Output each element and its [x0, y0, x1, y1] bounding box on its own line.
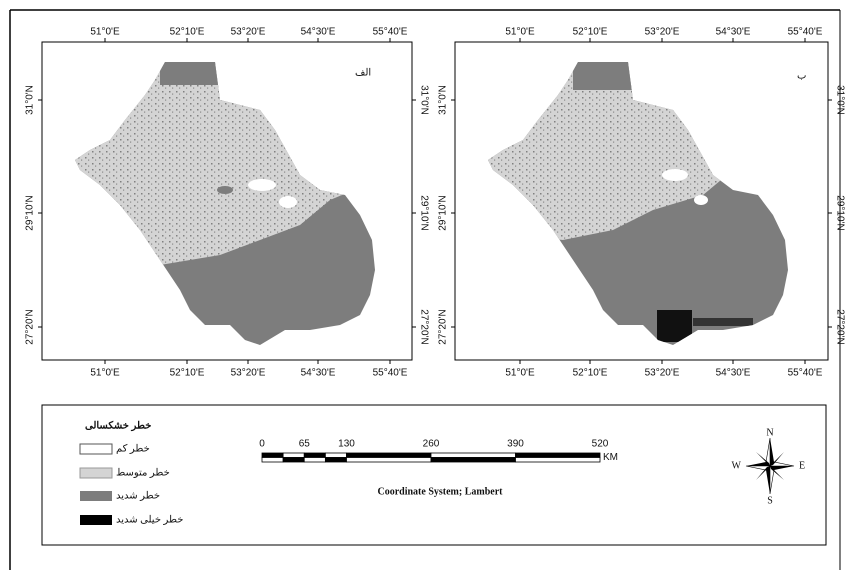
compass-w: W [732, 460, 742, 471]
lon-label: 52°10'E [170, 27, 205, 38]
lon-label: 55°40'E [373, 27, 408, 38]
lat-label: 31°0'N [834, 85, 845, 115]
legend-swatch [80, 515, 112, 525]
scale-segment [324, 457, 347, 463]
lon-label: 53°20'E [231, 368, 266, 379]
lon-label: 51°0'E [505, 27, 535, 38]
scale-segment [515, 452, 601, 458]
lon-label: 55°40'E [373, 368, 408, 379]
lon-label: 54°30'E [301, 27, 336, 38]
lon-label: 52°10'E [170, 368, 205, 379]
lat-label: 27°20'N [834, 309, 845, 344]
legend-swatch [79, 467, 113, 479]
coordinate-system: Coordinate System; Lambert [378, 486, 504, 497]
north-arrow: N S E W [732, 427, 806, 506]
scale-segment [346, 457, 432, 463]
lat-label: 29°10'N [834, 195, 845, 230]
scale-label: 65 [299, 439, 311, 450]
scale-segment [515, 457, 601, 463]
lon-label: 55°40'E [788, 27, 823, 38]
lat-label: 27°20'N [418, 309, 429, 344]
legend-title: خطر خشکسالی [85, 420, 151, 431]
legend-label: خطر متوسط [116, 467, 170, 478]
lon-label: 52°10'E [573, 27, 608, 38]
scale-segment [282, 457, 305, 463]
compass-s: S [767, 495, 773, 506]
scale-unit: KM [603, 452, 618, 463]
panel-label: الف [355, 67, 371, 78]
lat-label: 31°0'N [25, 85, 36, 115]
scale-segment [346, 452, 432, 458]
lon-label: 53°20'E [645, 27, 680, 38]
legend-label: خطر کم [116, 443, 150, 454]
scale-label: 520 [592, 439, 609, 450]
legend-label: خطر خیلی شدید [116, 514, 183, 525]
lat-label: 27°20'N [25, 309, 36, 344]
compass-n: N [766, 427, 773, 438]
scale-label: 390 [507, 439, 524, 450]
scale-segment [430, 457, 516, 463]
scale-segment [303, 452, 326, 458]
scale-label: 0 [259, 439, 265, 450]
scale-segment [324, 452, 347, 458]
lat-label: 31°0'N [438, 85, 449, 115]
compass-e: E [799, 460, 805, 471]
panel-label: ب [797, 70, 806, 81]
scale-segment [282, 452, 305, 458]
map-frame [454, 41, 829, 361]
lat-label: 31°0'N [418, 85, 429, 115]
province-map [488, 62, 788, 345]
scale-segment [261, 452, 284, 458]
map-frame [41, 41, 413, 361]
scale-segment [430, 452, 516, 458]
lon-label: 51°0'E [90, 27, 120, 38]
province-map [75, 62, 375, 345]
legend-swatch [79, 443, 113, 455]
lon-label: 53°20'E [231, 27, 266, 38]
lon-label: 51°0'E [90, 368, 120, 379]
lat-label: 27°20'N [438, 309, 449, 344]
scale-label: 260 [423, 439, 440, 450]
lon-label: 54°30'E [716, 27, 751, 38]
scale-segment [261, 457, 284, 463]
legend-box [41, 404, 827, 546]
lon-label: 52°10'E [573, 368, 608, 379]
lon-label: 54°30'E [301, 368, 336, 379]
lon-label: 53°20'E [645, 368, 680, 379]
lon-label: 54°30'E [716, 368, 751, 379]
legend-swatch [80, 491, 112, 501]
legend-label: خطر شدید [116, 490, 160, 501]
lat-label: 29°10'N [438, 195, 449, 230]
scale-bar: 0 65 130 260 390 520 KM [259, 439, 618, 464]
scale-segment [303, 457, 326, 463]
lat-label: 29°10'N [25, 195, 36, 230]
lon-label: 55°40'E [788, 368, 823, 379]
lon-label: 51°0'E [505, 368, 535, 379]
lat-label: 29°10'N [418, 195, 429, 230]
scale-label: 130 [338, 439, 355, 450]
